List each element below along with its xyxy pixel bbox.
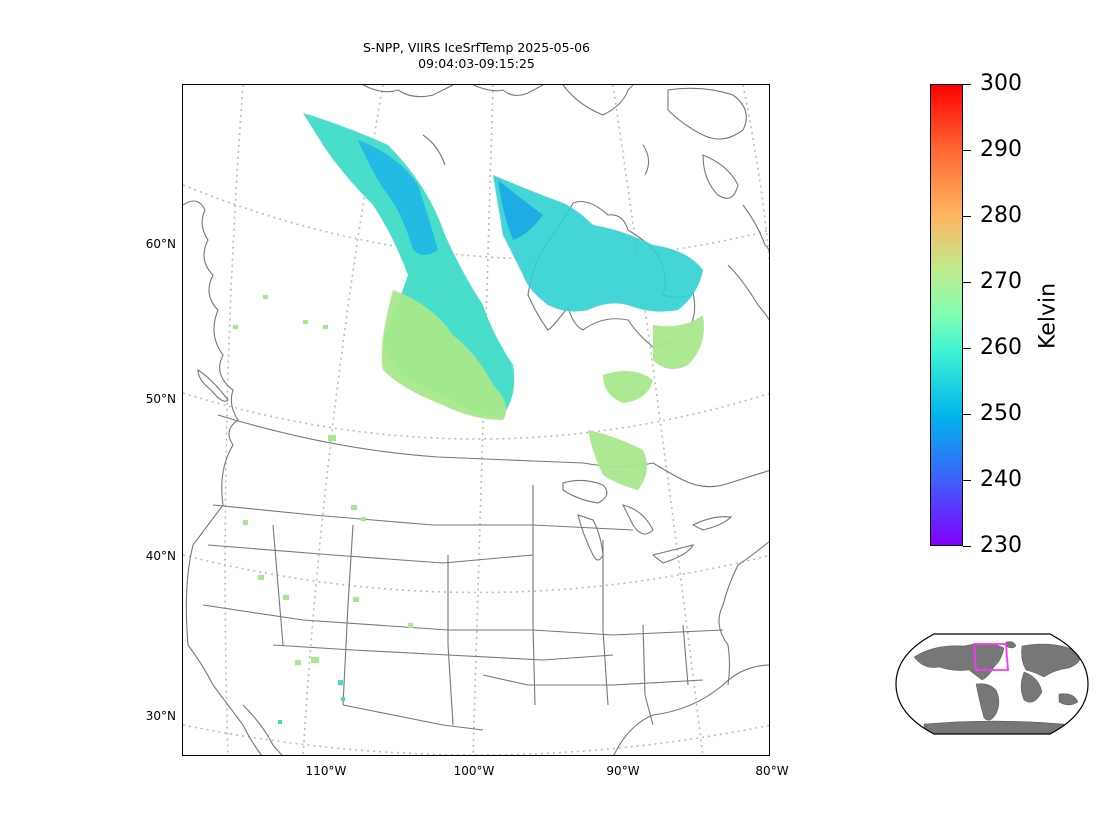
title-line-1: S-NPP, VIIRS IceSrfTemp 2025-05-06 [363,40,590,55]
colorbar-tick [963,480,971,482]
lat-label-60: 60°N [145,237,176,251]
lat-label-40: 40°N [145,549,176,563]
colorbar-label-300: 300 [980,71,1022,96]
map-canvas [183,85,769,755]
swath-quebec [653,315,704,369]
colorbar-tick [963,414,971,416]
colorbar-label-240: 240 [980,467,1022,492]
swath-ontario [603,371,653,403]
colorbar-tick [963,216,971,218]
title-line-2: 09:04:03-09:15:25 [418,56,535,71]
graticule [183,85,769,755]
lon-label-100: 100°W [453,764,495,778]
colorbar-label-260: 260 [980,335,1022,360]
colorbar-tick [963,150,971,152]
lon-label-90: 90°W [606,764,640,778]
coastlines-borders [183,85,769,755]
world-landmasses [913,641,1081,734]
colorbar-tick [963,282,971,284]
locator-box [973,643,1009,671]
swath-hudson-bay [493,175,703,312]
swath-prairies [381,290,507,420]
colorbar-tick [963,348,971,350]
swath-northwest [303,113,515,417]
world-locator-inset[interactable] [894,632,1090,736]
colorbar-label-280: 280 [980,203,1022,228]
map-title: S-NPP, VIIRS IceSrfTemp 2025-05-06 09:04… [182,40,771,72]
lon-label-80: 80°W [755,764,789,778]
lat-label-50: 50°N [145,392,176,406]
colorbar-unit-label: Kelvin [1035,282,1061,350]
map-panel[interactable] [182,84,770,756]
lat-label-30: 30°N [145,709,176,723]
swath-northwest-cold-core [358,140,438,255]
ice-surface-temperature-swaths [233,113,704,724]
swath-great-lakes [588,430,647,490]
colorbar-label-270: 270 [980,269,1022,294]
colorbar-label-290: 290 [980,137,1022,162]
swath-hudson-cold [498,180,543,240]
colorbar-label-250: 250 [980,401,1022,426]
colorbar [930,84,963,546]
colorbar-label-230: 230 [980,533,1022,558]
lon-label-110: 110°W [305,764,347,778]
colorbar-tick [963,84,971,86]
colorbar-tick [963,546,971,548]
